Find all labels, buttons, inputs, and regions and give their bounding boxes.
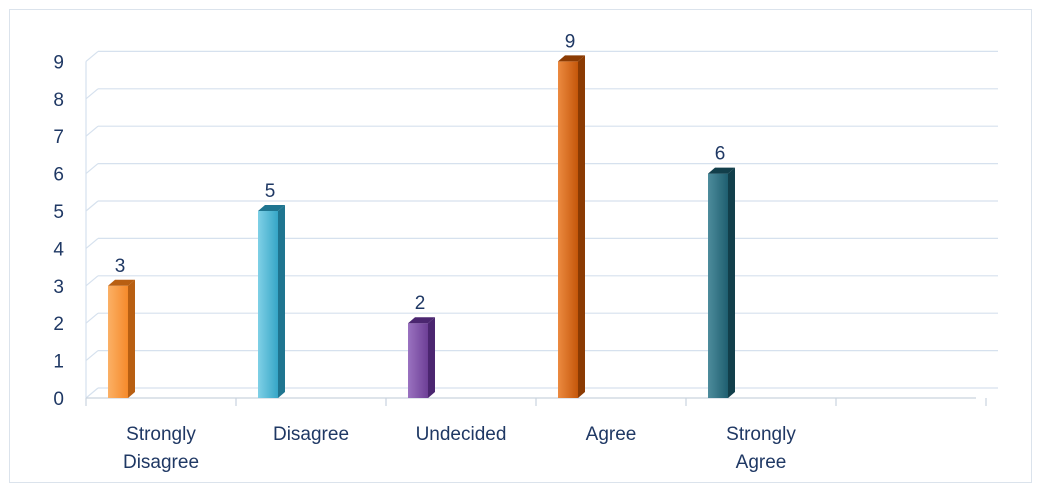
- bar-front: [708, 173, 728, 398]
- gridline-diagonal: [85, 387, 99, 399]
- bar-side: [428, 317, 435, 398]
- gridline-diagonal: [85, 163, 99, 175]
- data-label: 6: [715, 144, 726, 165]
- category-label: Strongly: [726, 424, 796, 445]
- category-label: Agree: [586, 424, 637, 445]
- gridline-diagonal: [85, 50, 99, 62]
- category-label: Strongly: [126, 424, 196, 445]
- gridline-diagonal: [85, 200, 99, 212]
- gridline-diagonal: [85, 275, 99, 287]
- bar-front: [258, 211, 278, 398]
- bar-front: [408, 323, 428, 398]
- bar-side: [278, 205, 285, 398]
- data-label: 2: [415, 293, 426, 314]
- y-tick-label: 3: [53, 277, 64, 298]
- y-tick-label: 0: [53, 389, 64, 410]
- gridline-diagonal: [85, 312, 99, 324]
- y-tick-label: 1: [53, 352, 64, 373]
- gridline-diagonal: [85, 125, 99, 137]
- chart-frame: [9, 9, 1032, 483]
- y-tick-label: 4: [53, 239, 64, 260]
- y-tick-label: 8: [53, 90, 64, 111]
- category-label: Disagree: [273, 424, 349, 445]
- bar-top: [108, 279, 135, 286]
- category-label: Undecided: [416, 424, 507, 445]
- y-tick-label: 5: [53, 202, 64, 223]
- bar-side: [578, 55, 585, 399]
- gridline-diagonal: [85, 350, 99, 362]
- y-tick-label: 6: [53, 165, 64, 186]
- gridline-diagonal: [85, 88, 99, 100]
- y-tick-label: 7: [53, 127, 64, 148]
- y-tick-label: 2: [53, 314, 64, 335]
- data-label: 3: [115, 256, 126, 277]
- y-tick-label: 9: [53, 52, 64, 73]
- bar-top: [708, 167, 735, 174]
- category-label: Disagree: [123, 452, 199, 473]
- bar-side: [128, 279, 135, 398]
- bar-top: [258, 205, 285, 211]
- category-label: Agree: [736, 452, 787, 473]
- bar-front: [558, 61, 578, 399]
- gridline-diagonal: [85, 237, 99, 249]
- data-label: 9: [565, 31, 576, 52]
- bar-top: [558, 55, 585, 62]
- bar-top: [408, 317, 435, 324]
- bar-front: [108, 285, 128, 398]
- bar-side: [728, 167, 735, 398]
- data-label: 5: [265, 181, 276, 202]
